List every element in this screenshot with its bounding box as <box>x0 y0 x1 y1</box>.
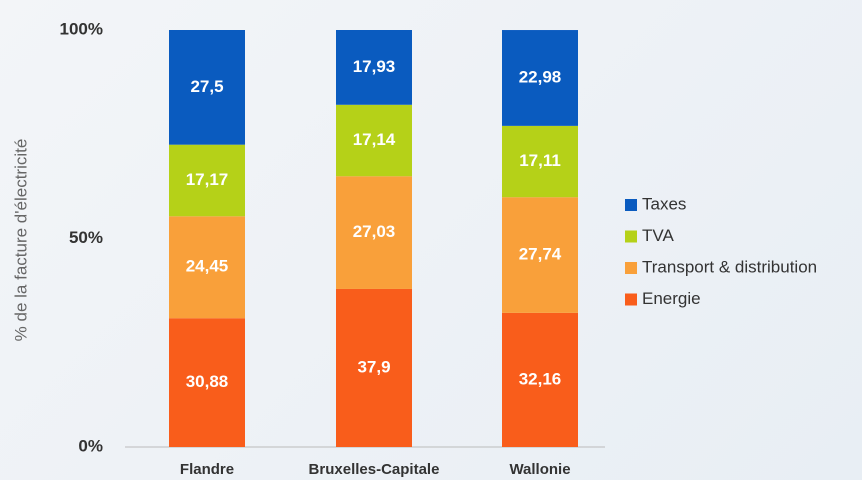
y-tick-label: 50% <box>69 228 103 247</box>
bar-segment <box>169 216 245 319</box>
data-label: 30,88 <box>186 372 229 391</box>
legend-swatch <box>625 262 637 274</box>
data-label: 17,14 <box>353 130 396 149</box>
data-label: 17,17 <box>186 170 229 189</box>
data-label: 17,11 <box>519 151 561 170</box>
data-label: 37,9 <box>357 357 390 376</box>
bar-segment <box>169 144 245 217</box>
bar-segment <box>336 288 412 447</box>
data-label: 17,93 <box>353 57 396 76</box>
data-label: 27,5 <box>190 77 223 96</box>
x-tick-label: Wallonie <box>509 461 570 478</box>
legend-label: Taxes <box>642 194 686 213</box>
y-tick-label: 0% <box>78 436 103 455</box>
legend-label: Transport & distribution <box>642 257 817 276</box>
bar-segment <box>336 30 412 105</box>
y-axis-label: % de la facture d'électricité <box>11 139 30 342</box>
bar-segment <box>336 176 412 289</box>
bar-segment <box>502 125 578 198</box>
bar-segment <box>169 318 245 447</box>
data-label: 27,03 <box>353 222 396 241</box>
legend-swatch <box>625 199 637 211</box>
data-label: 32,16 <box>519 369 562 388</box>
bar-segment <box>502 30 578 126</box>
y-tick-label: 100% <box>60 19 103 38</box>
legend-label: Energie <box>642 289 701 308</box>
legend-label: TVA <box>642 226 674 245</box>
bar-segment <box>336 104 412 177</box>
x-tick-label: Flandre <box>180 461 234 478</box>
legend-swatch <box>625 230 637 243</box>
legend-swatch <box>625 293 637 306</box>
data-label: 27,74 <box>519 245 562 264</box>
bar-segment <box>502 312 578 447</box>
data-label: 24,45 <box>186 257 229 276</box>
bar-segment <box>169 30 245 145</box>
x-tick-label: Bruxelles-Capitale <box>309 461 440 478</box>
bar-segment <box>502 197 578 313</box>
data-label: 22,98 <box>519 67 562 86</box>
